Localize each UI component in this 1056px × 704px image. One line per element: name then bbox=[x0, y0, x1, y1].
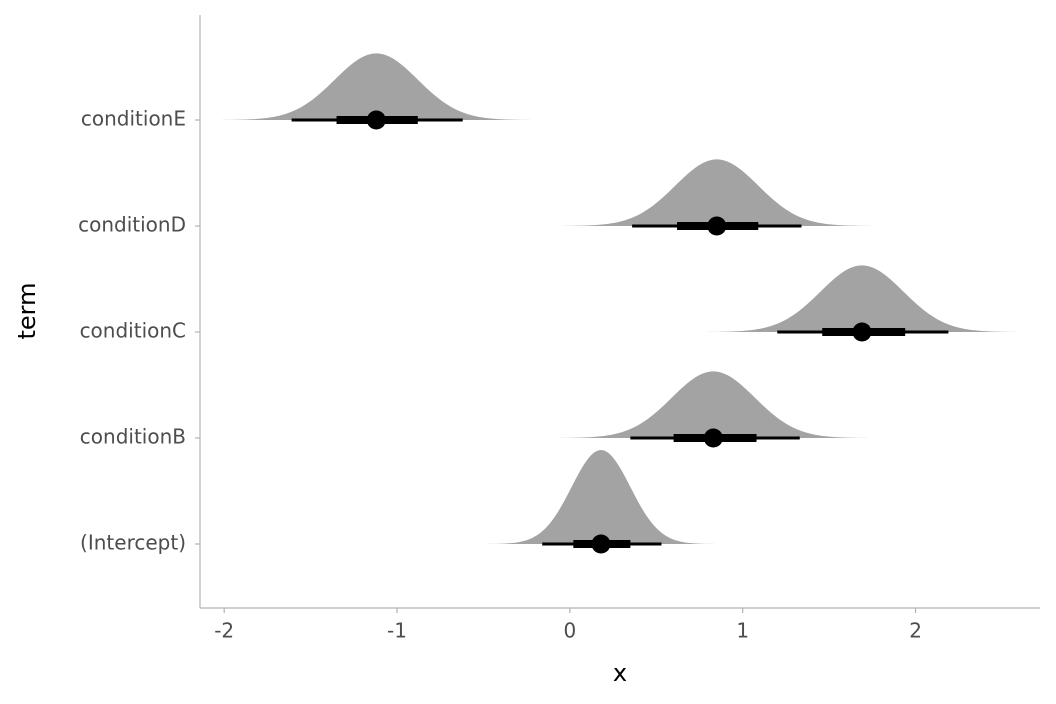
slab bbox=[696, 265, 1028, 332]
slab bbox=[550, 159, 883, 226]
y-tick-label: conditionE bbox=[81, 107, 186, 131]
slab bbox=[210, 53, 543, 120]
y-tick-label: conditionC bbox=[80, 319, 186, 343]
slab bbox=[483, 450, 719, 544]
x-tick-label: -1 bbox=[387, 619, 407, 643]
point bbox=[591, 534, 611, 554]
y-tick-label: (Intercept) bbox=[80, 531, 186, 555]
point bbox=[707, 216, 727, 236]
point bbox=[366, 110, 386, 130]
x-tick-label: 2 bbox=[909, 619, 922, 643]
x-tick-label: 1 bbox=[736, 619, 749, 643]
y-axis-title: term bbox=[13, 283, 41, 340]
y-tick-label: conditionD bbox=[78, 213, 186, 237]
x-tick-label: 0 bbox=[564, 619, 577, 643]
point bbox=[852, 322, 872, 342]
point bbox=[703, 428, 723, 448]
y-tick-label: conditionB bbox=[80, 425, 186, 449]
x-axis-title: x bbox=[613, 659, 627, 687]
slab bbox=[547, 371, 880, 438]
x-tick-label: -2 bbox=[214, 619, 234, 643]
